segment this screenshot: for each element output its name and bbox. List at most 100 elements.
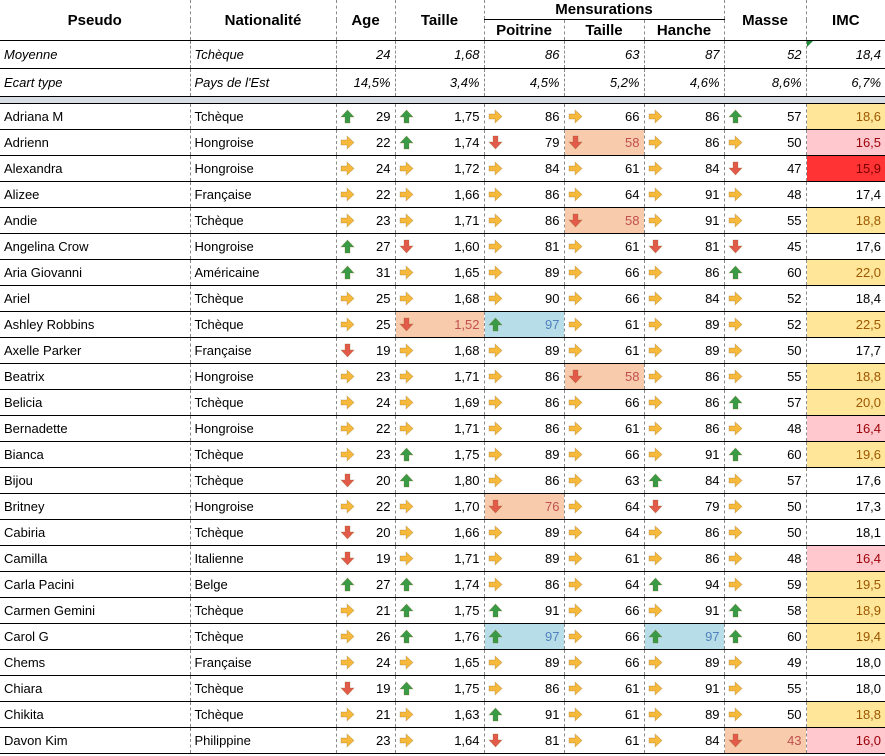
cell-pseudo[interactable]: Axelle Parker [0,337,191,364]
cell-taille-m[interactable]: 64 [564,571,645,598]
cell-taille[interactable]: 1,65 [395,649,485,676]
header-taille-mens[interactable]: Taille [564,19,645,41]
cell-pseudo[interactable]: Carla Pacini [0,571,191,598]
cell-pseudo[interactable]: Alexandra [0,155,191,182]
cell-nationalite[interactable]: Hongroise [190,129,337,156]
stat-age[interactable]: 24 [336,40,396,69]
cell-imc[interactable]: 19,5 [806,571,885,598]
stat-label[interactable]: Moyenne [0,40,191,69]
cell-pseudo[interactable]: Aria Giovanni [0,259,191,286]
cell-age[interactable]: 20 [336,519,396,546]
cell-age[interactable]: 23 [336,727,396,754]
cell-hanche[interactable]: 91 [644,207,725,234]
cell-pseudo[interactable]: Belicia [0,389,191,416]
cell-poitrine[interactable]: 86 [484,207,565,234]
cell-pseudo[interactable]: Ashley Robbins [0,311,191,338]
cell-poitrine[interactable]: 79 [484,129,565,156]
cell-age[interactable]: 27 [336,571,396,598]
cell-pseudo[interactable]: Adriana M [0,103,191,130]
cell-masse[interactable]: 48 [724,545,807,572]
cell-taille-m[interactable]: 61 [564,233,645,260]
cell-taille[interactable]: 1,71 [395,415,485,442]
cell-taille-m[interactable]: 66 [564,623,645,650]
cell-masse[interactable]: 50 [724,493,807,520]
cell-imc[interactable]: 17,6 [806,467,885,494]
cell-imc[interactable]: 22,5 [806,311,885,338]
stat-nationalite[interactable]: Tchèque [190,40,337,69]
cell-imc[interactable]: 19,6 [806,441,885,468]
cell-nationalite[interactable]: Tchèque [190,441,337,468]
cell-taille[interactable]: 1,75 [395,441,485,468]
cell-nationalite[interactable]: Belge [190,571,337,598]
cell-taille[interactable]: 1,74 [395,129,485,156]
cell-masse[interactable]: 50 [724,519,807,546]
cell-hanche[interactable]: 86 [644,519,725,546]
cell-masse[interactable]: 43 [724,727,807,754]
cell-masse[interactable]: 60 [724,259,807,286]
cell-imc[interactable]: 16,4 [806,545,885,572]
cell-hanche[interactable]: 91 [644,597,725,624]
header-pseudo[interactable]: Pseudo [0,0,191,41]
cell-imc[interactable]: 18,8 [806,701,885,728]
cell-pseudo[interactable]: Cabiria [0,519,191,546]
cell-masse[interactable]: 60 [724,623,807,650]
header-poitrine[interactable]: Poitrine [484,19,565,41]
header-age[interactable]: Age [336,0,396,41]
cell-imc[interactable]: 18,0 [806,649,885,676]
cell-masse[interactable]: 52 [724,285,807,312]
cell-age[interactable]: 23 [336,363,396,390]
cell-taille-m[interactable]: 61 [564,701,645,728]
stat-taille-m[interactable]: 63 [564,40,645,69]
cell-taille[interactable]: 1,70 [395,493,485,520]
cell-poitrine[interactable]: 89 [484,519,565,546]
cell-pseudo[interactable]: Carmen Gemini [0,597,191,624]
cell-masse[interactable]: 48 [724,415,807,442]
stat-label[interactable]: Ecart type [0,68,191,97]
stat-age[interactable]: 14,5% [336,68,396,97]
cell-taille[interactable]: 1,75 [395,103,485,130]
cell-masse[interactable]: 49 [724,649,807,676]
cell-pseudo[interactable]: Adrienn [0,129,191,156]
cell-imc[interactable]: 18,8 [806,207,885,234]
cell-hanche[interactable]: 91 [644,181,725,208]
cell-age[interactable]: 21 [336,701,396,728]
cell-imc[interactable]: 17,7 [806,337,885,364]
cell-imc[interactable]: 18,0 [806,675,885,702]
cell-nationalite[interactable]: Tchèque [190,207,337,234]
cell-hanche[interactable]: 84 [644,727,725,754]
cell-masse[interactable]: 47 [724,155,807,182]
cell-taille[interactable]: 1,71 [395,363,485,390]
cell-taille[interactable]: 1,69 [395,389,485,416]
cell-nationalite[interactable]: Hongroise [190,415,337,442]
cell-taille-m[interactable]: 63 [564,467,645,494]
cell-taille-m[interactable]: 58 [564,129,645,156]
cell-taille[interactable]: 1,63 [395,701,485,728]
cell-imc[interactable]: 20,0 [806,389,885,416]
cell-hanche[interactable]: 97 [644,623,725,650]
cell-hanche[interactable]: 94 [644,571,725,598]
cell-masse[interactable]: 55 [724,363,807,390]
cell-pseudo[interactable]: Bernadette [0,415,191,442]
cell-hanche[interactable]: 79 [644,493,725,520]
cell-hanche[interactable]: 89 [644,311,725,338]
cell-poitrine[interactable]: 90 [484,285,565,312]
cell-imc[interactable]: 17,4 [806,181,885,208]
cell-poitrine[interactable]: 84 [484,155,565,182]
cell-taille[interactable]: 1,74 [395,571,485,598]
cell-age[interactable]: 24 [336,389,396,416]
cell-poitrine[interactable]: 86 [484,467,565,494]
cell-nationalite[interactable]: Tchèque [190,623,337,650]
stat-taille-m[interactable]: 5,2% [564,68,645,97]
cell-nationalite[interactable]: Tchèque [190,519,337,546]
stat-hanche[interactable]: 4,6% [644,68,725,97]
cell-taille-m[interactable]: 58 [564,207,645,234]
cell-pseudo[interactable]: Bijou [0,467,191,494]
cell-poitrine[interactable]: 86 [484,389,565,416]
cell-pseudo[interactable]: Chems [0,649,191,676]
cell-pseudo[interactable]: Chiara [0,675,191,702]
cell-taille-m[interactable]: 61 [564,155,645,182]
cell-imc[interactable]: 16,0 [806,727,885,754]
stat-poitrine[interactable]: 4,5% [484,68,565,97]
cell-poitrine[interactable]: 97 [484,311,565,338]
cell-age[interactable]: 24 [336,155,396,182]
